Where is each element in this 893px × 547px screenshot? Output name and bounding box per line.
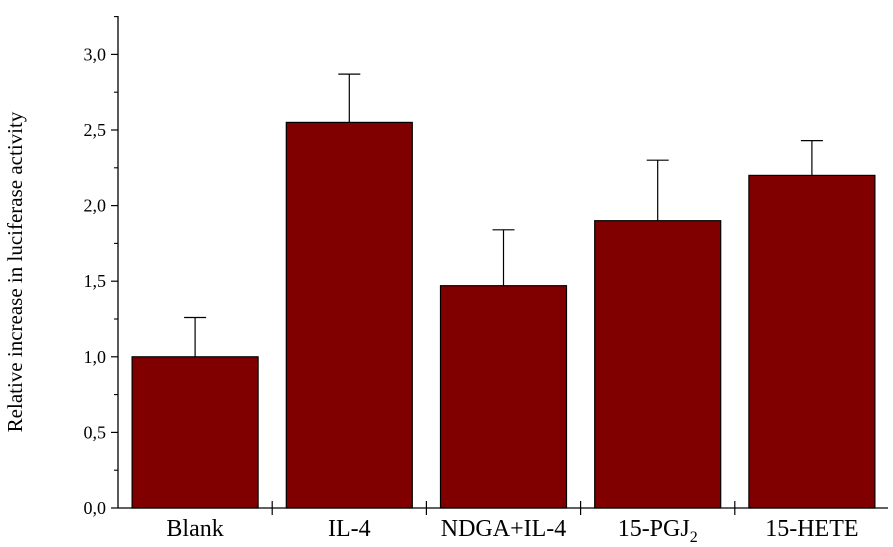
y-tick-label: 1,5 [84,271,107,291]
bar-15-pgj2 [594,220,722,509]
y-tick-label: 0,0 [84,498,107,518]
x-tick-label: IL-4 [328,516,371,542]
bar-15-hete [748,174,876,509]
x-tick-label: 15-PGJ2 [618,516,698,542]
y-ticks-group: 0,0 0,5 1,0 1,5 2,0 2,5 3,0 [84,16,118,518]
y-axis-title: Relative increase in luciferase activity [3,111,27,432]
y-tick-label: 1,0 [84,347,107,367]
bars-group [131,121,876,509]
error-bars-group [184,73,823,357]
x-tick-label: Blank [166,516,223,542]
y-tick-label: 3,0 [84,44,107,64]
x-ticks-group: Blank IL-4 NDGA+IL-4 15-PGJ2 15-HETE [166,501,859,546]
bar-ndga-il-4 [439,285,568,509]
bar-blank [131,356,259,509]
y-tick-label: 2,5 [84,120,107,140]
y-tick-label: 2,0 [84,196,107,216]
axes-group [117,16,888,509]
y-tick-label: 0,5 [84,422,107,442]
x-tick-label: NDGA+IL-4 [441,516,567,542]
x-tick-label: 15-HETE [765,516,858,542]
bar-il-4 [285,121,413,509]
